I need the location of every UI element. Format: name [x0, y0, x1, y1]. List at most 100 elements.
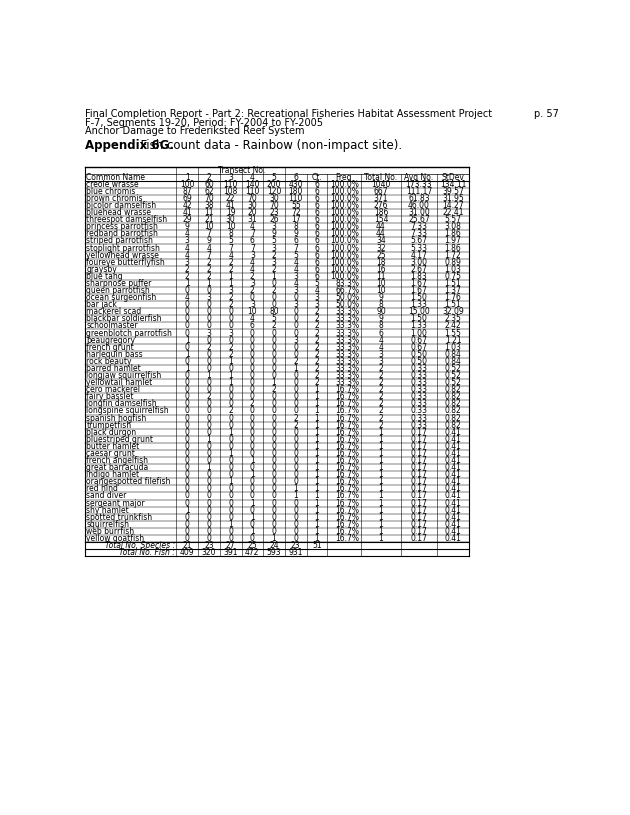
Text: 70: 70: [248, 194, 257, 203]
Text: 0: 0: [185, 463, 190, 472]
Text: 0.41: 0.41: [445, 513, 462, 522]
Text: 16.7%: 16.7%: [335, 470, 359, 479]
Text: 0: 0: [272, 392, 277, 401]
Text: 0: 0: [272, 279, 277, 288]
Text: 0.41: 0.41: [445, 484, 462, 493]
Text: 2: 2: [207, 173, 211, 182]
Text: 0: 0: [250, 442, 255, 451]
Text: 0: 0: [207, 513, 212, 522]
Text: 0.33: 0.33: [411, 407, 428, 416]
Text: 1.21: 1.21: [445, 336, 461, 345]
Text: squirrelfish: squirrelfish: [86, 520, 130, 529]
Text: 0: 0: [294, 520, 298, 529]
Text: Freq: Freq: [336, 173, 352, 182]
Text: 0: 0: [272, 342, 277, 352]
Text: 1.55: 1.55: [445, 328, 462, 337]
Text: 0: 0: [228, 456, 233, 465]
Text: 3: 3: [314, 300, 319, 309]
Text: 1: 1: [314, 484, 319, 493]
Text: 3: 3: [272, 258, 277, 267]
Text: 0: 0: [250, 385, 255, 394]
Text: 0: 0: [228, 321, 233, 330]
Text: 0: 0: [250, 328, 255, 337]
Text: 0: 0: [250, 357, 255, 366]
Text: 60: 60: [204, 180, 214, 189]
Text: 1: 1: [250, 513, 255, 522]
Text: 1: 1: [379, 449, 384, 458]
Text: yellowhead wrasse: yellowhead wrasse: [86, 250, 159, 260]
Text: 0.75: 0.75: [445, 272, 462, 281]
Text: 5: 5: [314, 279, 319, 288]
Text: 31: 31: [248, 215, 257, 224]
Text: 4: 4: [185, 293, 190, 302]
Text: 0: 0: [250, 534, 255, 543]
Text: 0: 0: [207, 407, 212, 416]
Text: 0.17: 0.17: [411, 442, 427, 451]
Text: 0: 0: [207, 456, 212, 465]
Text: french angelfish: french angelfish: [86, 456, 149, 465]
Text: 0.33: 0.33: [411, 371, 428, 380]
Text: 2: 2: [379, 371, 384, 380]
Text: 0: 0: [228, 364, 233, 373]
Text: 5.67: 5.67: [411, 236, 428, 245]
Text: 2: 2: [314, 378, 319, 387]
Text: 8: 8: [379, 300, 384, 309]
Text: 10: 10: [204, 222, 214, 231]
Text: 0: 0: [272, 491, 277, 500]
Text: 0: 0: [207, 421, 212, 430]
Text: 180: 180: [289, 187, 303, 196]
Text: blue tang: blue tang: [86, 272, 123, 281]
Text: 0: 0: [294, 350, 298, 359]
Text: 30: 30: [269, 194, 279, 203]
Text: 0: 0: [185, 328, 190, 337]
Text: 0: 0: [228, 434, 233, 444]
Text: 0.33: 0.33: [411, 413, 428, 422]
Text: 0: 0: [185, 526, 190, 536]
Text: 1: 1: [314, 499, 319, 508]
Text: harlequin bass: harlequin bass: [86, 350, 143, 359]
Text: 1: 1: [379, 478, 384, 487]
Text: 0: 0: [272, 413, 277, 422]
Text: 0: 0: [207, 286, 212, 295]
Text: blackbar soldierfish: blackbar soldierfish: [86, 315, 162, 324]
Text: 4: 4: [185, 244, 190, 253]
Text: 6: 6: [314, 229, 319, 238]
Text: 0: 0: [294, 293, 298, 302]
Text: 0.41: 0.41: [445, 499, 462, 508]
Text: 0: 0: [185, 484, 190, 493]
Text: 0: 0: [207, 350, 212, 359]
Text: 110: 110: [289, 194, 303, 203]
Text: 3: 3: [294, 286, 298, 295]
Text: Transect No.: Transect No.: [218, 166, 265, 175]
Text: 9: 9: [185, 222, 190, 231]
Text: 11: 11: [204, 208, 214, 217]
Text: 276: 276: [374, 201, 388, 210]
Text: 2: 2: [379, 392, 384, 401]
Text: 0: 0: [294, 463, 298, 472]
Text: bluehead wrasse: bluehead wrasse: [86, 208, 151, 217]
Text: 41: 41: [183, 208, 192, 217]
Text: 7.33: 7.33: [411, 229, 428, 238]
Text: 0: 0: [294, 526, 298, 536]
Text: 0.17: 0.17: [411, 478, 427, 487]
Text: 1: 1: [379, 491, 384, 500]
Text: rock beauty: rock beauty: [86, 357, 132, 366]
Text: 16.7%: 16.7%: [335, 456, 359, 465]
Text: 1.00: 1.00: [411, 328, 427, 337]
Text: 0: 0: [228, 505, 233, 514]
Text: princess parrotfish: princess parrotfish: [86, 222, 158, 231]
Text: 4.17: 4.17: [411, 250, 427, 260]
Text: 55: 55: [291, 201, 301, 210]
Text: 34: 34: [376, 236, 386, 245]
Text: 0: 0: [272, 484, 277, 493]
Text: 0.17: 0.17: [411, 449, 427, 458]
Text: 0: 0: [272, 293, 277, 302]
Text: 6: 6: [314, 236, 319, 245]
Text: 16.7%: 16.7%: [335, 513, 359, 522]
Text: 1: 1: [314, 520, 319, 529]
Text: 0.82: 0.82: [445, 413, 461, 422]
Text: 200: 200: [266, 180, 282, 189]
Text: 320: 320: [202, 548, 216, 557]
Text: 1: 1: [228, 449, 233, 458]
Text: 23: 23: [291, 541, 301, 550]
